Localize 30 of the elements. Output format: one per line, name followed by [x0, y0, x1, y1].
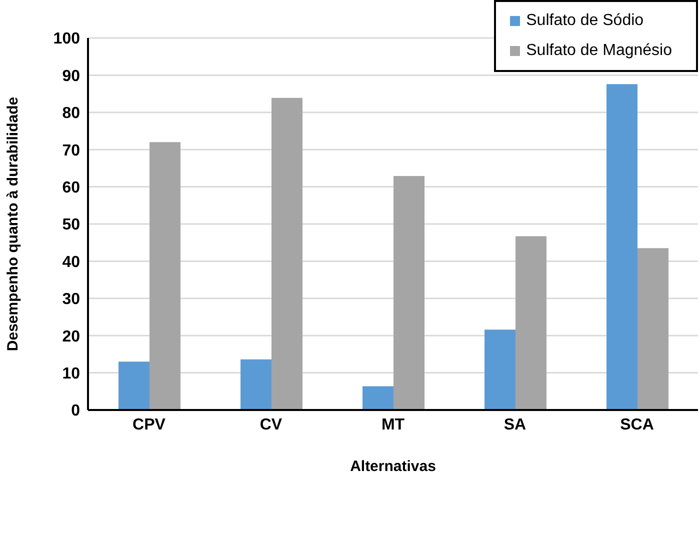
- x-tick-label: SA: [504, 416, 527, 434]
- y-tick-label: 80: [62, 105, 80, 122]
- bar: [150, 142, 180, 410]
- x-tick-label: SCA: [620, 416, 654, 434]
- y-tick-label: 10: [62, 365, 80, 382]
- bar: [638, 248, 668, 410]
- x-axis-title: Alternativas: [350, 458, 436, 475]
- x-tick-label: MT: [381, 416, 405, 434]
- bar: [240, 359, 272, 410]
- legend-label: Sulfato de Magnésio: [526, 42, 672, 60]
- y-tick-label: 30: [62, 291, 80, 308]
- y-tick-label: 20: [62, 328, 80, 346]
- y-tick-label: 90: [62, 68, 80, 85]
- bar: [606, 84, 638, 410]
- y-tick-label: 40: [62, 254, 80, 271]
- x-tick-label: CPV: [132, 416, 166, 434]
- y-tick-label: 70: [62, 142, 80, 160]
- y-tick-label: 0: [71, 402, 80, 420]
- y-tick-label: 50: [62, 216, 80, 234]
- bar: [272, 98, 302, 410]
- y-tick-label: 60: [62, 179, 80, 196]
- bar: [484, 330, 516, 410]
- bar: [118, 362, 150, 410]
- bar: [394, 176, 424, 410]
- bar: [362, 386, 394, 410]
- x-tick-label: CV: [260, 416, 282, 434]
- y-tick-label: 100: [53, 30, 80, 48]
- legend-label: Sulfato de Sódio: [526, 12, 644, 30]
- y-axis-title: Desempenho quanto à durabilidade: [4, 96, 22, 352]
- bar: [516, 236, 546, 410]
